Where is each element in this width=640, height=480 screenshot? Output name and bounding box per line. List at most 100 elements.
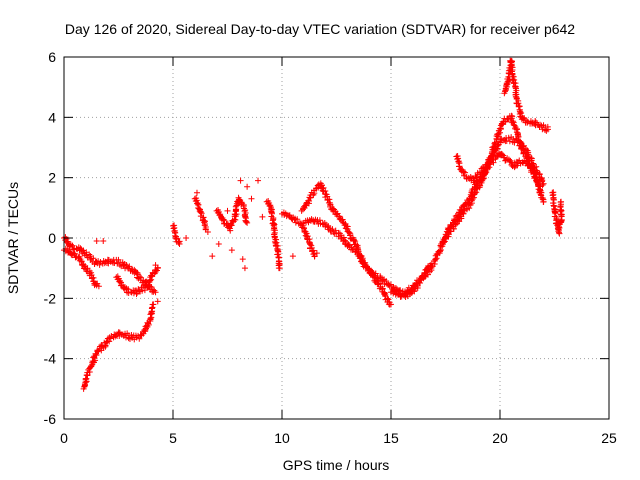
data-point — [538, 175, 545, 182]
data-point — [204, 228, 211, 235]
data-point — [183, 235, 190, 241]
data-point — [438, 241, 445, 248]
data-point — [538, 189, 545, 196]
data-point — [91, 355, 98, 362]
data-point — [233, 206, 240, 213]
data-point — [536, 171, 543, 178]
data-point — [417, 280, 424, 287]
data-point — [344, 226, 351, 233]
data-point — [71, 250, 78, 257]
data-point — [90, 255, 97, 262]
data-point — [78, 258, 85, 265]
data-point — [461, 172, 467, 179]
x-tick-label: 20 — [492, 430, 508, 446]
data-point — [491, 140, 498, 147]
data-point — [103, 339, 110, 346]
y-axis: -6 -4 -2 0 2 4 6 — [44, 49, 609, 427]
data-point — [480, 175, 487, 182]
data-point — [139, 287, 146, 294]
data-point — [276, 265, 283, 272]
data-point — [445, 231, 452, 238]
y-tick-label: 0 — [48, 230, 56, 246]
data-point — [354, 249, 361, 256]
data-point — [557, 218, 564, 225]
data-point — [154, 265, 161, 272]
data-point — [136, 335, 143, 342]
data-point — [100, 238, 107, 245]
data-point — [152, 289, 159, 296]
data-point — [150, 301, 157, 308]
data-point — [193, 189, 200, 196]
data-point — [270, 216, 277, 223]
data-point — [154, 298, 161, 305]
y-axis-label: SDTVAR / TECUs — [5, 182, 21, 294]
data-point — [176, 241, 183, 248]
data-point — [292, 219, 299, 226]
grid — [64, 57, 609, 419]
data-point — [244, 183, 251, 190]
x-axis: 0 5 10 15 20 25 — [60, 57, 617, 446]
x-tick-label: 25 — [601, 430, 617, 446]
data-point — [555, 228, 562, 235]
data-point — [228, 247, 235, 254]
data-point — [136, 273, 143, 280]
data-point — [540, 180, 547, 187]
data-point — [327, 201, 334, 208]
data-point — [386, 282, 393, 289]
data-point — [175, 239, 182, 246]
data-point — [473, 174, 480, 181]
data-point — [381, 290, 388, 297]
data-point — [243, 218, 250, 225]
data-point — [194, 200, 201, 207]
data-point — [202, 225, 209, 232]
data-point — [506, 138, 513, 145]
data-point — [539, 182, 546, 189]
data-point — [329, 226, 336, 233]
data-point — [311, 253, 318, 260]
data-point — [371, 274, 378, 281]
data-point — [147, 311, 154, 318]
data-point — [88, 362, 95, 369]
data-point — [69, 242, 76, 249]
data-point — [111, 259, 118, 266]
data-point — [248, 195, 255, 202]
data-point — [340, 234, 347, 241]
data-point — [232, 211, 239, 218]
data-point — [530, 160, 537, 167]
x-tick-label: 15 — [383, 430, 399, 446]
data-point — [232, 216, 239, 223]
data-point — [544, 126, 551, 133]
data-point — [437, 248, 444, 255]
data-point — [469, 196, 476, 203]
data-point — [152, 262, 159, 269]
data-point — [339, 216, 346, 223]
data-point — [237, 177, 244, 184]
data-point — [241, 265, 248, 272]
data-point — [259, 213, 266, 220]
y-tick-label: -4 — [44, 351, 57, 367]
series-points — [61, 57, 565, 392]
x-tick-label: 0 — [60, 430, 68, 446]
y-tick-label: 6 — [48, 49, 56, 65]
data-point — [77, 245, 84, 252]
data-point — [294, 216, 301, 223]
data-point — [224, 207, 231, 214]
data-point — [383, 278, 390, 285]
data-point — [362, 262, 369, 269]
x-tick-label: 5 — [169, 430, 177, 446]
data-point — [289, 253, 296, 260]
data-point — [520, 142, 527, 149]
data-point — [228, 222, 235, 229]
data-point — [93, 238, 100, 245]
chart-title: Day 126 of 2020, Sidereal Day-to-day VTE… — [65, 21, 575, 37]
data-point — [558, 211, 565, 218]
data-point — [102, 342, 109, 349]
data-point — [493, 146, 500, 153]
data-point — [510, 118, 517, 125]
data-point — [95, 348, 102, 355]
data-point — [269, 210, 276, 217]
data-point — [379, 285, 386, 292]
data-point — [514, 162, 521, 169]
